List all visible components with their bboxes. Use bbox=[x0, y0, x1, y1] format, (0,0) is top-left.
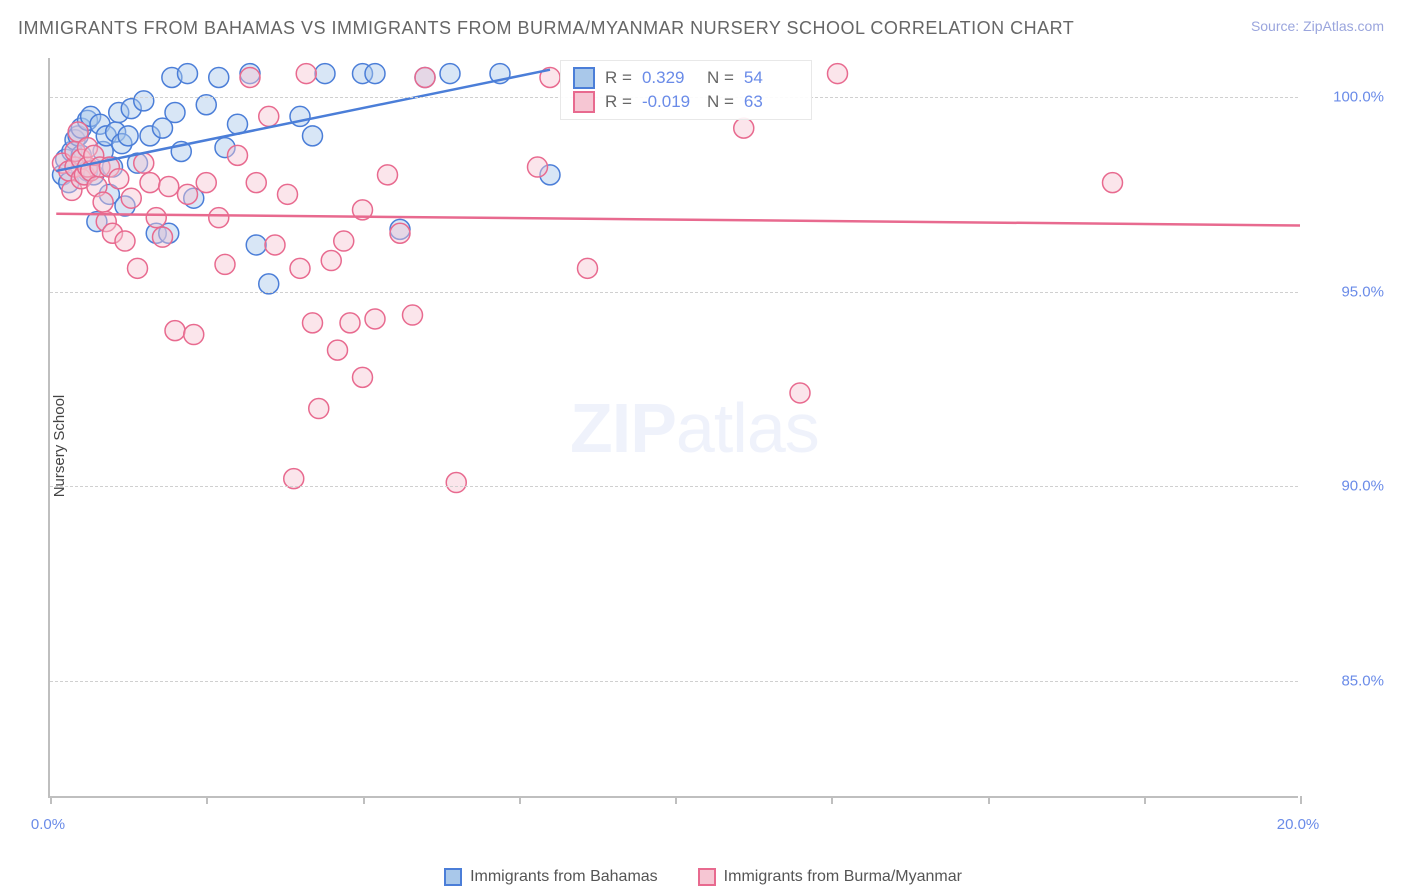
x-tick bbox=[1144, 796, 1146, 804]
scatter-point-burma bbox=[228, 145, 248, 165]
scatter-point-bahamas bbox=[365, 64, 385, 84]
scatter-point-burma bbox=[159, 177, 179, 197]
y-tick-label: 90.0% bbox=[1341, 478, 1384, 495]
scatter-point-burma bbox=[265, 235, 285, 255]
scatter-point-bahamas bbox=[118, 126, 138, 146]
r-label: R = bbox=[605, 68, 632, 88]
scatter-point-burma bbox=[259, 106, 279, 126]
scatter-point-burma bbox=[828, 64, 848, 84]
scatter-point-burma bbox=[121, 188, 141, 208]
scatter-point-burma bbox=[578, 258, 598, 278]
x-tick-label: 20.0% bbox=[1277, 816, 1320, 833]
y-tick-label: 85.0% bbox=[1341, 673, 1384, 690]
x-tick bbox=[50, 796, 52, 804]
scatter-point-burma bbox=[278, 184, 298, 204]
scatter-point-bahamas bbox=[178, 64, 198, 84]
plot-area: ZIPatlas bbox=[48, 58, 1298, 798]
r-label: R = bbox=[605, 92, 632, 112]
scatter-point-burma bbox=[1103, 173, 1123, 193]
scatter-point-burma bbox=[378, 165, 398, 185]
scatter-point-burma bbox=[328, 340, 348, 360]
n-label: N = bbox=[707, 68, 734, 88]
n-value-burma: 63 bbox=[744, 92, 799, 112]
x-tick bbox=[206, 796, 208, 804]
stats-row-burma: R = -0.019 N = 63 bbox=[573, 91, 799, 113]
scatter-point-burma bbox=[178, 184, 198, 204]
legend-square-blue bbox=[444, 868, 462, 886]
gridline bbox=[50, 292, 1298, 293]
n-value-bahamas: 54 bbox=[744, 68, 799, 88]
scatter-point-burma bbox=[153, 227, 173, 247]
scatter-point-burma bbox=[528, 157, 548, 177]
n-label: N = bbox=[707, 92, 734, 112]
trend-line-bahamas bbox=[56, 70, 550, 171]
scatter-point-burma bbox=[296, 64, 316, 84]
x-tick bbox=[363, 796, 365, 804]
legend-square-blue bbox=[573, 67, 595, 89]
scatter-point-burma bbox=[115, 231, 135, 251]
scatter-point-burma bbox=[734, 118, 754, 138]
x-tick bbox=[831, 796, 833, 804]
scatter-point-burma bbox=[390, 223, 410, 243]
scatter-point-bahamas bbox=[440, 64, 460, 84]
x-tick bbox=[988, 796, 990, 804]
scatter-point-bahamas bbox=[246, 235, 266, 255]
x-tick bbox=[519, 796, 521, 804]
legend-item-bahamas: Immigrants from Bahamas bbox=[444, 868, 658, 886]
scatter-point-burma bbox=[246, 173, 266, 193]
legend-footer: Immigrants from Bahamas Immigrants from … bbox=[0, 868, 1406, 886]
scatter-point-burma bbox=[165, 321, 185, 341]
correlation-stats-box: R = 0.329 N = 54 R = -0.019 N = 63 bbox=[560, 60, 812, 120]
plot-svg bbox=[50, 58, 1298, 796]
scatter-point-bahamas bbox=[303, 126, 323, 146]
scatter-point-burma bbox=[184, 325, 204, 345]
r-value-burma: -0.019 bbox=[642, 92, 697, 112]
scatter-point-burma bbox=[134, 153, 154, 173]
scatter-point-burma bbox=[93, 192, 113, 212]
scatter-point-bahamas bbox=[209, 67, 229, 87]
scatter-point-burma bbox=[309, 399, 329, 419]
gridline bbox=[50, 486, 1298, 487]
stats-row-bahamas: R = 0.329 N = 54 bbox=[573, 67, 799, 89]
scatter-point-burma bbox=[303, 313, 323, 333]
legend-square-pink bbox=[698, 868, 716, 886]
scatter-point-burma bbox=[196, 173, 216, 193]
scatter-point-burma bbox=[334, 231, 354, 251]
scatter-point-burma bbox=[215, 254, 235, 274]
chart-title: IMMIGRANTS FROM BAHAMAS VS IMMIGRANTS FR… bbox=[18, 18, 1074, 39]
scatter-point-burma bbox=[353, 367, 373, 387]
legend-label: Immigrants from Bahamas bbox=[470, 868, 658, 886]
y-tick-label: 95.0% bbox=[1341, 283, 1384, 300]
scatter-point-bahamas bbox=[134, 91, 154, 111]
scatter-point-burma bbox=[146, 208, 166, 228]
scatter-point-burma bbox=[403, 305, 423, 325]
legend-item-burma: Immigrants from Burma/Myanmar bbox=[698, 868, 962, 886]
scatter-point-burma bbox=[240, 67, 260, 87]
scatter-point-burma bbox=[321, 251, 341, 271]
scatter-point-burma bbox=[290, 258, 310, 278]
source-attribution: Source: ZipAtlas.com bbox=[1251, 18, 1384, 34]
gridline bbox=[50, 681, 1298, 682]
scatter-point-burma bbox=[128, 258, 148, 278]
r-value-bahamas: 0.329 bbox=[642, 68, 697, 88]
scatter-point-burma bbox=[446, 473, 466, 493]
x-tick bbox=[1300, 796, 1302, 804]
scatter-point-burma bbox=[365, 309, 385, 329]
scatter-point-bahamas bbox=[165, 103, 185, 123]
trend-line-burma bbox=[56, 214, 1300, 226]
scatter-point-burma bbox=[140, 173, 160, 193]
y-tick-label: 100.0% bbox=[1333, 88, 1384, 105]
scatter-point-burma bbox=[415, 67, 435, 87]
legend-square-pink bbox=[573, 91, 595, 113]
chart-container: IMMIGRANTS FROM BAHAMAS VS IMMIGRANTS FR… bbox=[0, 0, 1406, 892]
legend-label: Immigrants from Burma/Myanmar bbox=[724, 868, 962, 886]
x-tick bbox=[675, 796, 677, 804]
scatter-point-burma bbox=[209, 208, 229, 228]
x-tick-label: 0.0% bbox=[31, 816, 65, 833]
scatter-point-burma bbox=[340, 313, 360, 333]
scatter-point-bahamas bbox=[315, 64, 335, 84]
scatter-point-burma bbox=[790, 383, 810, 403]
scatter-point-burma bbox=[109, 169, 129, 189]
